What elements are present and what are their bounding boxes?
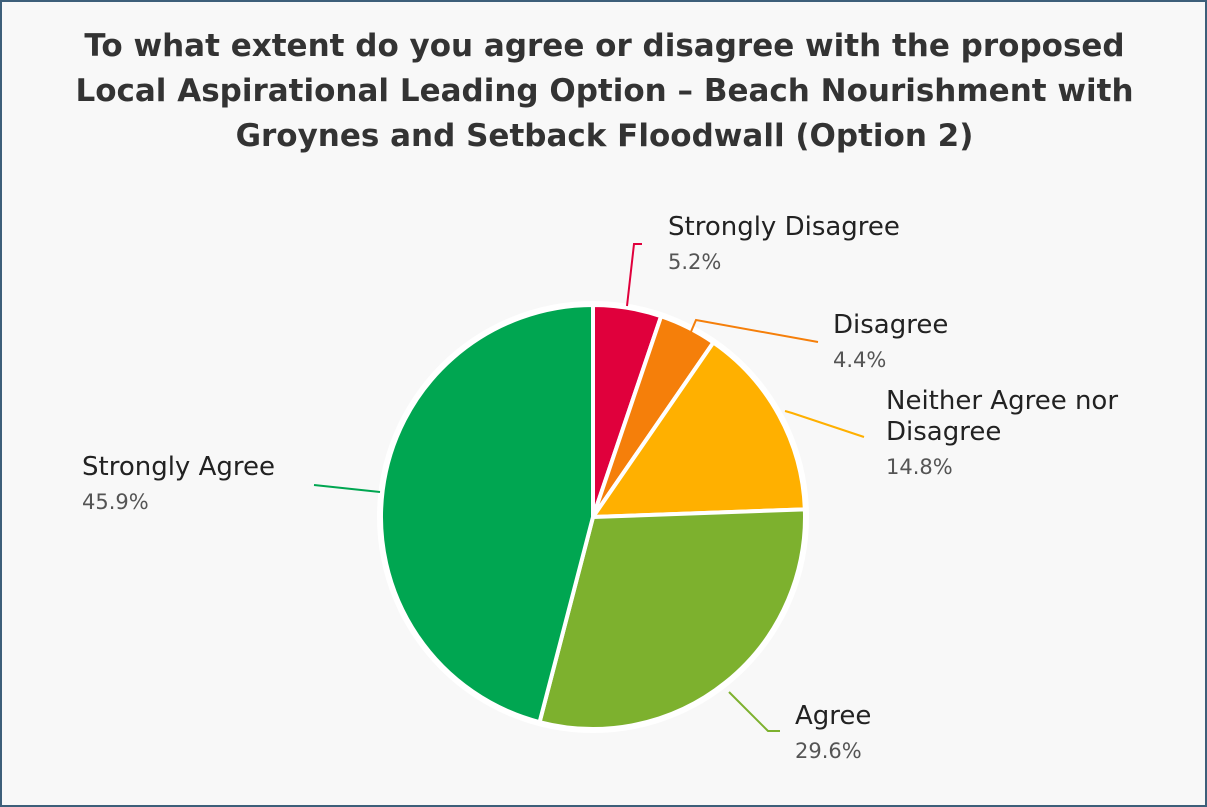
slice-label-neither-agree-nor-disagree: Disagree xyxy=(886,417,1001,447)
pie-slice-agree xyxy=(537,507,807,731)
leader-line-disagree xyxy=(689,318,819,343)
pie-slice-neither-agree-nor-disagree xyxy=(591,340,807,519)
chart-title: To what extent do you agree or disagree … xyxy=(75,28,1134,154)
pie-slice-strongly-agree xyxy=(379,303,595,725)
leader-line-neither-agree-nor-disagree xyxy=(784,410,865,438)
slice-label-agree: Agree xyxy=(795,701,871,731)
slice-label-disagree: Disagree xyxy=(833,310,948,340)
slice-value-neither-agree-nor-disagree: 14.8% xyxy=(886,455,953,479)
slice-value-strongly-disagree: 5.2% xyxy=(668,250,721,274)
leader-line-strongly-disagree xyxy=(626,243,642,307)
slice-value-strongly-agree: 45.9% xyxy=(82,490,149,514)
slice-label-neither-agree-nor-disagree: Neither Agree nor xyxy=(886,386,1118,416)
slice-value-disagree: 4.4% xyxy=(833,348,886,372)
slice-label-strongly-agree: Strongly Agree xyxy=(82,452,275,482)
leader-line-agree xyxy=(728,691,780,732)
slice-value-agree: 29.6% xyxy=(795,739,862,763)
leader-line-strongly-agree xyxy=(313,484,381,493)
slice-label-strongly-disagree: Strongly Disagree xyxy=(668,212,900,242)
